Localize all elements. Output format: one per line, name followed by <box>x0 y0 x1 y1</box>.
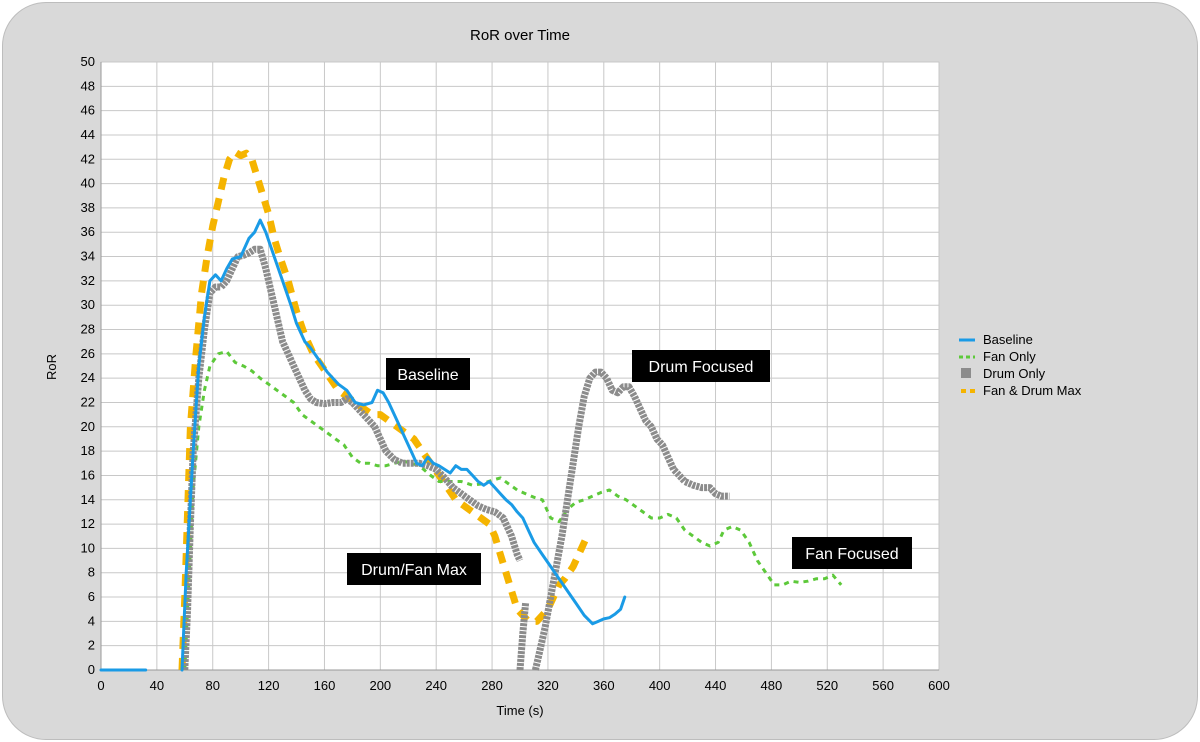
x-tick-label: 440 <box>705 678 727 693</box>
x-tick-label: 160 <box>314 678 336 693</box>
x-tick-label: 400 <box>649 678 671 693</box>
x-tick-label: 600 <box>928 678 950 693</box>
legend-item-fan-only: Fan Only <box>959 349 1036 364</box>
x-tick-label: 0 <box>97 678 104 693</box>
legend-label-drum-only: Drum Only <box>983 366 1046 381</box>
y-tick-label: 0 <box>88 662 95 677</box>
legend-label-baseline: Baseline <box>983 332 1033 347</box>
grid <box>100 61 940 671</box>
x-tick-label: 80 <box>205 678 219 693</box>
annotation-drum-fan-max-label: Drum/Fan Max <box>361 562 467 579</box>
series-line-baseline <box>99 218 627 672</box>
y-tick-label: 50 <box>81 54 95 69</box>
y-tick-label: 40 <box>81 176 95 191</box>
y-tick-label: 8 <box>88 565 95 580</box>
x-tick-label: 200 <box>369 678 391 693</box>
series-line-fan-only <box>183 349 843 671</box>
y-tick-label: 14 <box>81 492 95 507</box>
y-tick-label: 34 <box>81 249 95 264</box>
x-tick-label: 520 <box>816 678 838 693</box>
x-tick-label: 560 <box>872 678 894 693</box>
y-tick-label: 30 <box>81 297 95 312</box>
x-axis-title: Time (s) <box>496 703 543 718</box>
x-tick-label: 240 <box>425 678 447 693</box>
series <box>99 148 843 672</box>
legend: Baseline Fan Only Drum Only Fan & Drum M… <box>959 332 1082 398</box>
legend-swatch-drum-only <box>961 368 971 378</box>
series-line-drum-only <box>181 245 730 671</box>
y-tick-label: 32 <box>81 273 95 288</box>
y-tick-label: 6 <box>88 589 95 604</box>
y-tick-label: 46 <box>81 103 95 118</box>
y-tick-label: 4 <box>88 613 95 628</box>
y-tick-label: 48 <box>81 78 95 93</box>
annotation-fan-focused: Fan Focused <box>792 537 912 569</box>
annotation-drum-focused-label: Drum Focused <box>649 359 754 376</box>
annotation-baseline-label: Baseline <box>397 367 458 384</box>
legend-label-fan-drum-max: Fan & Drum Max <box>983 383 1082 398</box>
y-tick-label: 24 <box>81 370 95 385</box>
y-tick-label: 20 <box>81 419 95 434</box>
y-axis-title: RoR <box>44 354 59 380</box>
x-tick-label: 120 <box>258 678 280 693</box>
y-tick-label: 16 <box>81 467 95 482</box>
y-tick-label: 22 <box>81 394 95 409</box>
y-tick-label: 44 <box>81 127 95 142</box>
y-tick-label: 36 <box>81 224 95 239</box>
annotation-baseline: Baseline <box>386 358 470 390</box>
legend-item-drum-only: Drum Only <box>961 366 1046 381</box>
y-tick-label: 42 <box>81 151 95 166</box>
y-tick-label: 10 <box>81 540 95 555</box>
y-tick-label: 2 <box>88 638 95 653</box>
x-tick-label: 40 <box>150 678 164 693</box>
y-tick-label: 28 <box>81 322 95 337</box>
y-tick-label: 38 <box>81 200 95 215</box>
x-tick-label: 360 <box>593 678 615 693</box>
x-tick-label: 280 <box>481 678 503 693</box>
x-tick-label: 480 <box>761 678 783 693</box>
y-tick-label: 12 <box>81 516 95 531</box>
axes: 0246810121416182022242628303234363840424… <box>81 54 950 693</box>
legend-item-fan-drum-max: Fan & Drum Max <box>961 383 1082 398</box>
annotation-fan-focused-label: Fan Focused <box>805 546 898 563</box>
annotation-drum-fan-max: Drum/Fan Max <box>347 553 481 585</box>
annotation-drum-focused: Drum Focused <box>632 350 770 382</box>
y-tick-label: 18 <box>81 443 95 458</box>
chart-title: RoR over Time <box>470 27 570 44</box>
legend-label-fan-only: Fan Only <box>983 349 1036 364</box>
legend-item-baseline: Baseline <box>959 332 1033 347</box>
y-tick-label: 26 <box>81 346 95 361</box>
x-tick-label: 320 <box>537 678 559 693</box>
